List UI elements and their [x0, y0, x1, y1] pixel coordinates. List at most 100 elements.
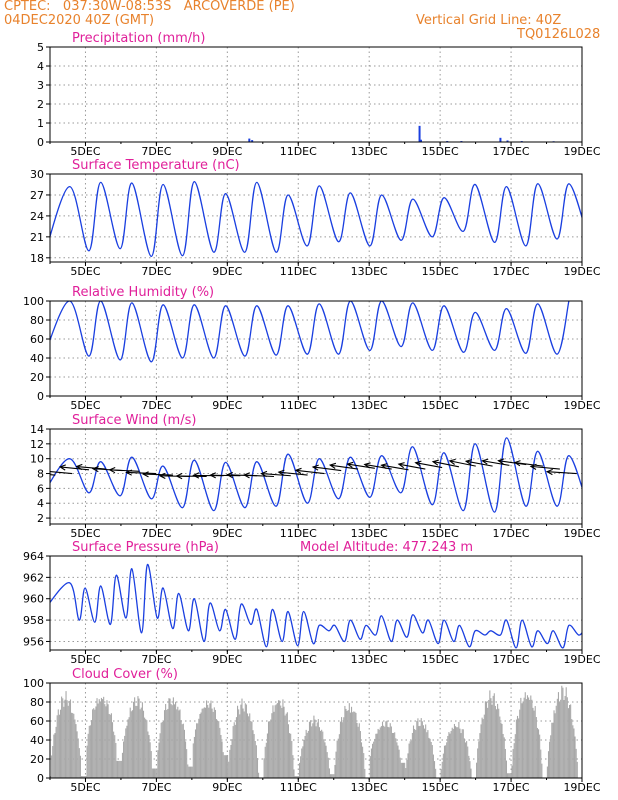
cloud-bar — [532, 707, 534, 778]
cloud-bar — [485, 701, 488, 778]
cloud-bar — [369, 756, 371, 778]
precip-bar — [418, 125, 421, 142]
cloud-bar — [156, 768, 158, 778]
cloud-bar — [362, 746, 364, 778]
x-tick-label-17dec: 17DEC — [493, 527, 530, 540]
cloud-bar — [281, 707, 283, 778]
cloud-bar — [286, 712, 288, 778]
x-tick-label-19dec: 19DEC — [563, 527, 600, 540]
cloud-bar — [221, 741, 223, 778]
cloud-bar — [353, 711, 355, 778]
x-tick-label-15dec: 15DEC — [422, 653, 459, 666]
cloud-bar — [125, 728, 127, 778]
cloud-bar — [165, 704, 167, 778]
cloud-bar — [219, 727, 221, 778]
cloud-bar — [51, 755, 53, 778]
cloud-bar — [320, 730, 322, 778]
cloud-bar — [138, 698, 140, 778]
wind-vector-head — [260, 470, 268, 478]
x-tick-label-19dec: 19DEC — [563, 399, 600, 412]
rh-series-line — [50, 301, 570, 363]
y-tick-label: 20 — [30, 371, 44, 384]
cloud-bar — [363, 753, 365, 778]
x-tick-label-15dec: 15DEC — [422, 781, 459, 794]
cloud-bar — [411, 732, 413, 778]
cloud-bar — [391, 732, 394, 778]
cloud-bar — [77, 738, 79, 778]
cloud-bar — [526, 695, 529, 778]
x-tick-label-13dec: 13DEC — [351, 265, 388, 278]
cloud-bar — [131, 710, 133, 778]
cloud-bar — [390, 726, 392, 778]
y-tick-label: 18 — [30, 252, 44, 265]
x-tick-label-13dec: 13DEC — [351, 527, 388, 540]
x-tick-label-7dec: 7DEC — [141, 399, 171, 412]
y-tick-label: 2 — [37, 512, 44, 525]
wind-vector-shaft — [498, 460, 527, 466]
cloud-bar — [146, 720, 148, 778]
wind-vector-head — [513, 460, 521, 467]
cloud-bar — [214, 709, 216, 778]
header-date: 04DEC2020 40Z (GMT) — [4, 13, 155, 28]
cloud-bar — [145, 719, 147, 778]
cloud-bar — [239, 714, 241, 778]
cloud-bar — [387, 726, 389, 778]
cloud-bar — [311, 726, 313, 778]
x-tick-label-9dec: 9DEC — [212, 145, 242, 158]
cloud-bar — [409, 741, 411, 778]
cloud-bar — [104, 704, 106, 778]
cloud-bar — [287, 724, 290, 778]
wind-vector-head — [209, 472, 217, 479]
pressure-title: Surface Pressure (hPa) — [72, 540, 219, 555]
cloud-bar — [185, 741, 187, 778]
cloud-bar — [374, 738, 376, 778]
cloud-bar — [192, 743, 194, 778]
cloud-bar — [52, 746, 54, 778]
cloud-bar — [487, 707, 489, 778]
precip-bar — [506, 140, 509, 142]
wind-vector-shaft — [381, 464, 409, 471]
cloud-bar — [355, 712, 357, 778]
cloud-bar — [449, 733, 451, 778]
x-tick-label-17dec: 17DEC — [493, 653, 530, 666]
cloud-bar — [410, 740, 412, 778]
cloud-bar — [251, 721, 253, 778]
cloud-bar — [298, 762, 301, 778]
cloud-bar — [550, 735, 552, 778]
cloud-bar — [111, 722, 114, 778]
cloud-bar — [59, 709, 62, 778]
x-tick-label-9dec: 9DEC — [212, 265, 242, 278]
y-tick-label: 14 — [30, 423, 44, 436]
wind-vector-head — [242, 472, 251, 479]
cloud-bar — [380, 726, 382, 778]
y-tick-label: 60 — [30, 333, 44, 346]
cloud-bar — [74, 719, 76, 778]
x-tick-label-15dec: 15DEC — [422, 145, 459, 158]
cloud-bar — [266, 733, 268, 778]
cloud-bar — [457, 727, 459, 778]
y-tick-label: 0 — [37, 390, 44, 403]
cloud-bar — [524, 692, 526, 778]
cloud-bar — [455, 726, 457, 778]
cloud-bar — [396, 742, 398, 778]
x-tick-label-17dec: 17DEC — [493, 781, 530, 794]
wind-vector-shaft — [347, 463, 375, 469]
cloud-bar — [188, 766, 190, 778]
cloud-bar — [240, 704, 242, 778]
wind-vector-shaft — [415, 462, 443, 469]
cloud-bar — [394, 732, 396, 778]
cloud-bar — [120, 760, 122, 778]
wind-vector-head — [75, 463, 83, 471]
cloud-bar — [432, 754, 434, 778]
cloud-bar — [512, 749, 514, 778]
header-station: CPTEC: 037:30W-08:53S ARCOVERDE (PE) — [4, 0, 295, 14]
cloud-bar — [189, 766, 191, 778]
cloud-bar — [509, 773, 511, 778]
cloud-bar — [327, 757, 329, 778]
cloud-bar — [218, 721, 220, 778]
cloud-bar — [316, 722, 318, 778]
cloud-bar — [301, 748, 303, 778]
cloud-bar — [256, 758, 259, 778]
wind-vector-shaft — [330, 464, 359, 470]
cloud-bar — [148, 735, 150, 778]
